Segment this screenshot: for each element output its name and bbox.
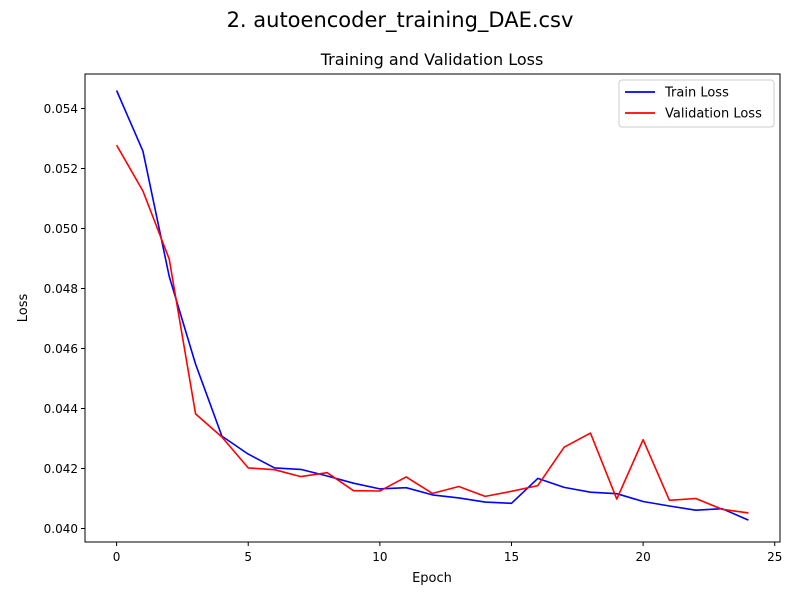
- legend-label-validation-loss: Validation Loss: [665, 107, 762, 122]
- x-axis-label: Epoch: [412, 571, 452, 586]
- x-tick-label: 15: [504, 550, 519, 564]
- x-tick-label: 10: [372, 550, 387, 564]
- x-tick-label: 5: [244, 550, 252, 564]
- y-tick-label: 0.052: [44, 162, 78, 176]
- series-layer: [115, 90, 749, 521]
- validation-loss-line: [115, 144, 749, 514]
- y-tick-label: 0.040: [44, 522, 78, 536]
- legend-label-train-loss: Train Loss: [664, 86, 729, 101]
- y-tick-label: 0.048: [44, 282, 78, 296]
- train-loss-line: [115, 90, 749, 521]
- y-tick-label: 0.054: [44, 102, 78, 116]
- x-ticks: 0 5 10 15 20 25: [113, 542, 782, 564]
- chart-title: Training and Validation Loss: [320, 50, 544, 69]
- x-tick-label: 20: [635, 550, 650, 564]
- x-tick-label: 0: [113, 550, 121, 564]
- y-tick-label: 0.042: [44, 462, 78, 476]
- y-tick-label: 0.050: [44, 222, 78, 236]
- x-tick-label: 25: [767, 550, 782, 564]
- legend: Train Loss Validation Loss: [618, 79, 775, 128]
- figure-title: 2. autoencoder_training_DAE.csv: [226, 8, 574, 32]
- legend-box: [618, 79, 775, 128]
- plot-frame: [84, 73, 781, 543]
- y-ticks: 0.040 0.042 0.044 0.046 0.048 0.050 0.052 0.054: [44, 102, 85, 536]
- y-tick-label: 0.046: [44, 342, 78, 356]
- y-tick-label: 0.044: [44, 402, 78, 416]
- y-axis-label: Loss: [16, 294, 31, 323]
